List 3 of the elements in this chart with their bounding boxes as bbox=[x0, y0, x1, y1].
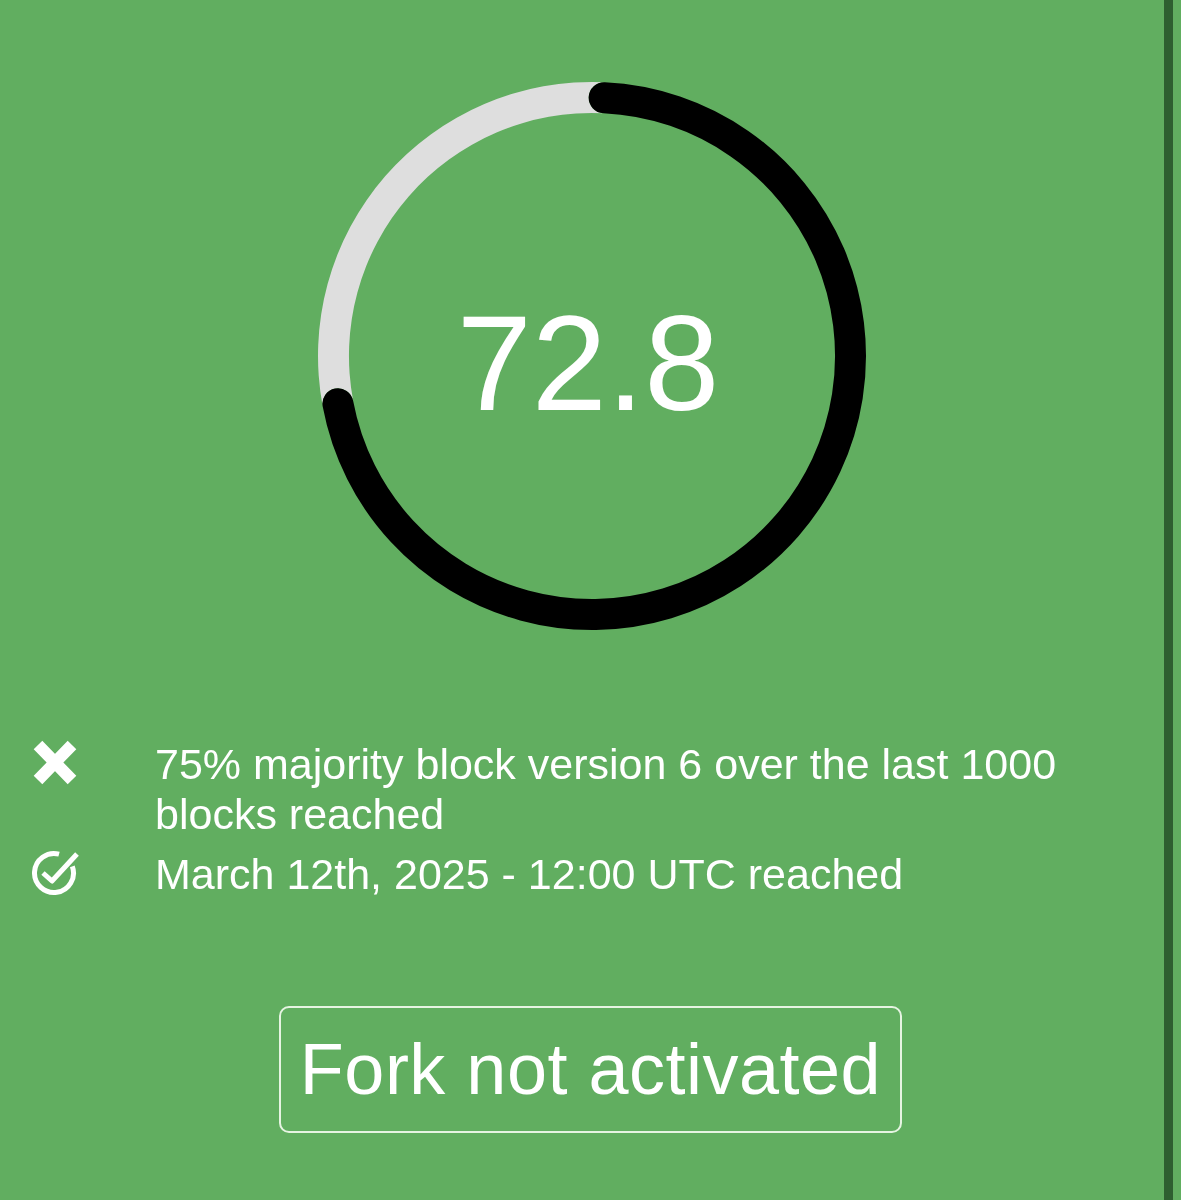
text: 75% majority block version 6 over the last 1000 blocks reached bbox=[155, 739, 1058, 839]
text: March 12th, 2025 - 12:00 UTC reached bbox=[155, 849, 905, 899]
data-label: 72.8 bbox=[456, 288, 720, 439]
